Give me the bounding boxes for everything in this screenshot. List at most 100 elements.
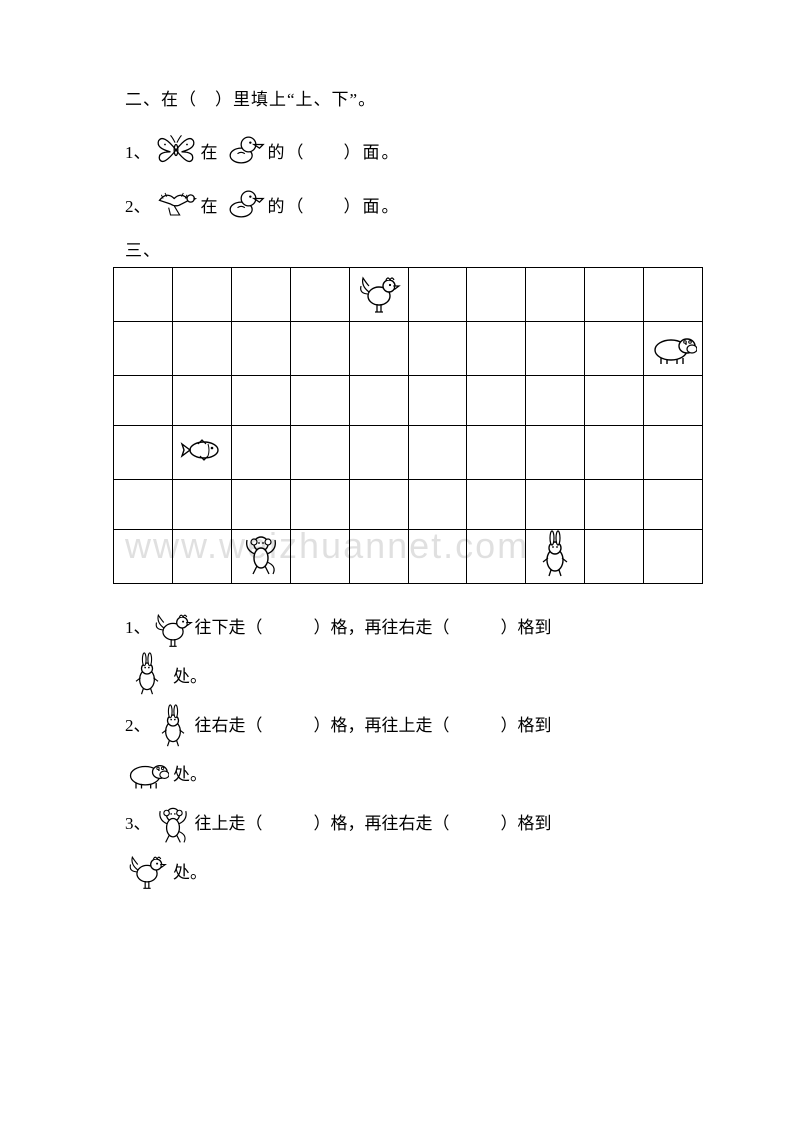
duck-icon <box>221 182 265 226</box>
grid-cell <box>114 530 173 584</box>
grid-cell <box>585 426 644 480</box>
grid-cell <box>526 376 585 426</box>
grid-cell <box>408 480 467 530</box>
s2-q1-tail: 的（ ）面。 <box>268 138 401 163</box>
grid-cell <box>408 530 467 584</box>
grid-cell <box>231 530 290 584</box>
grid-cell <box>408 322 467 376</box>
section-2: 二、在（ ）里填上“上、下”。 1、 在 的（ ）面。 2、 在 的（ ）面。 <box>125 85 690 226</box>
butterfly-icon <box>154 128 198 172</box>
grid-cell <box>172 268 231 322</box>
grid-cell <box>290 530 349 584</box>
grid-cell <box>644 480 703 530</box>
grid-cell <box>114 268 173 322</box>
grid-cell <box>290 480 349 530</box>
s3-q1-suffix: 处。 <box>173 662 207 687</box>
grid-container <box>113 267 690 584</box>
s3-q3: 3、 往上走（ ）格，再往右走（ ）格到 处。 <box>125 802 690 892</box>
grid-cell <box>114 480 173 530</box>
grid-cell <box>585 480 644 530</box>
s2-q2: 2、 在 的（ ）面。 <box>125 182 690 226</box>
grid-cell <box>467 322 526 376</box>
s3-q2-suffix: 处。 <box>173 760 207 785</box>
grid-cell <box>467 480 526 530</box>
s3-q1-text: 往下走（ ）格，再往右走（ ）格到 <box>195 611 552 645</box>
grid-cell <box>172 480 231 530</box>
grid-cell <box>114 376 173 426</box>
grid-cell <box>408 268 467 322</box>
rooster-icon <box>151 606 195 650</box>
s3-q3-suffix: 处。 <box>173 858 207 883</box>
grid-cell <box>349 322 408 376</box>
rabbit-icon <box>151 704 195 748</box>
s3-q2: 2、 往右走（ ）格，再往上走（ ）格到 处。 <box>125 704 690 794</box>
position-grid <box>113 267 703 584</box>
grid-cell <box>172 426 231 480</box>
rabbit-icon <box>125 652 169 696</box>
grid-cell <box>349 480 408 530</box>
grid-cell <box>290 268 349 322</box>
grid-cell <box>231 322 290 376</box>
grid-cell <box>526 530 585 584</box>
grid-cell <box>349 426 408 480</box>
monkey-icon <box>151 802 195 846</box>
grid-cell <box>585 530 644 584</box>
s3-q1: 1、 往下走（ ）格，再往右走（ ）格到 处。 <box>125 606 690 696</box>
duck-icon <box>221 128 265 172</box>
rooster-icon <box>355 268 403 316</box>
grid-cell <box>114 322 173 376</box>
section-3: 三、 www.weizhuannet.com 1、 往下走（ ）格，再往右走（ … <box>125 236 690 892</box>
grid-cell <box>526 426 585 480</box>
grid-cell <box>585 268 644 322</box>
grid-cell <box>644 322 703 376</box>
s3-q2-text: 往右走（ ）格，再往上走（ ）格到 <box>195 709 552 743</box>
section-3-heading: 三、 <box>125 236 690 261</box>
s2-q2-tail: 的（ ）面。 <box>268 192 401 217</box>
s2-q1-num: 1、 <box>125 138 151 163</box>
hippo-icon <box>125 750 169 794</box>
grid-cell <box>172 530 231 584</box>
grid-cell <box>172 376 231 426</box>
grid-cell <box>172 322 231 376</box>
grid-cell <box>467 376 526 426</box>
grid-cell <box>290 322 349 376</box>
rooster-icon <box>125 848 169 892</box>
grid-cell <box>467 268 526 322</box>
grid-cell <box>585 376 644 426</box>
s3-q3-num: 3、 <box>125 807 151 841</box>
hippo-icon <box>649 322 697 370</box>
rabbit-icon <box>531 530 579 578</box>
grid-cell <box>349 376 408 426</box>
s2-q2-mid: 在 <box>201 192 218 217</box>
s3-q3-text: 往上走（ ）格，再往右走（ ）格到 <box>195 807 552 841</box>
s3-q2-num: 2、 <box>125 709 151 743</box>
section-3-questions: 1、 往下走（ ）格，再往右走（ ）格到 处。 2、 往右走（ ）格，再往上走（… <box>125 606 690 892</box>
s2-q2-num: 2、 <box>125 192 151 217</box>
s3-q1-num: 1、 <box>125 611 151 645</box>
grid-cell <box>467 530 526 584</box>
grid-cell <box>644 376 703 426</box>
grid-cell <box>114 426 173 480</box>
grid-cell <box>231 268 290 322</box>
grid-cell <box>290 376 349 426</box>
grid-cell <box>526 322 585 376</box>
grid-cell <box>231 480 290 530</box>
grid-cell <box>526 480 585 530</box>
grid-cell <box>349 530 408 584</box>
grid-cell <box>467 426 526 480</box>
grid-cell <box>644 426 703 480</box>
grid-cell <box>349 268 408 322</box>
grid-cell <box>585 322 644 376</box>
grid-cell <box>526 268 585 322</box>
eagle-icon <box>154 182 198 226</box>
fish-icon <box>178 426 226 474</box>
s2-q1: 1、 在 的（ ）面。 <box>125 128 690 172</box>
grid-cell <box>644 268 703 322</box>
monkey-icon <box>237 530 285 578</box>
grid-cell <box>231 376 290 426</box>
grid-cell <box>408 376 467 426</box>
section-2-heading: 二、在（ ）里填上“上、下”。 <box>125 85 690 110</box>
grid-cell <box>231 426 290 480</box>
grid-cell <box>644 530 703 584</box>
grid-cell <box>408 426 467 480</box>
